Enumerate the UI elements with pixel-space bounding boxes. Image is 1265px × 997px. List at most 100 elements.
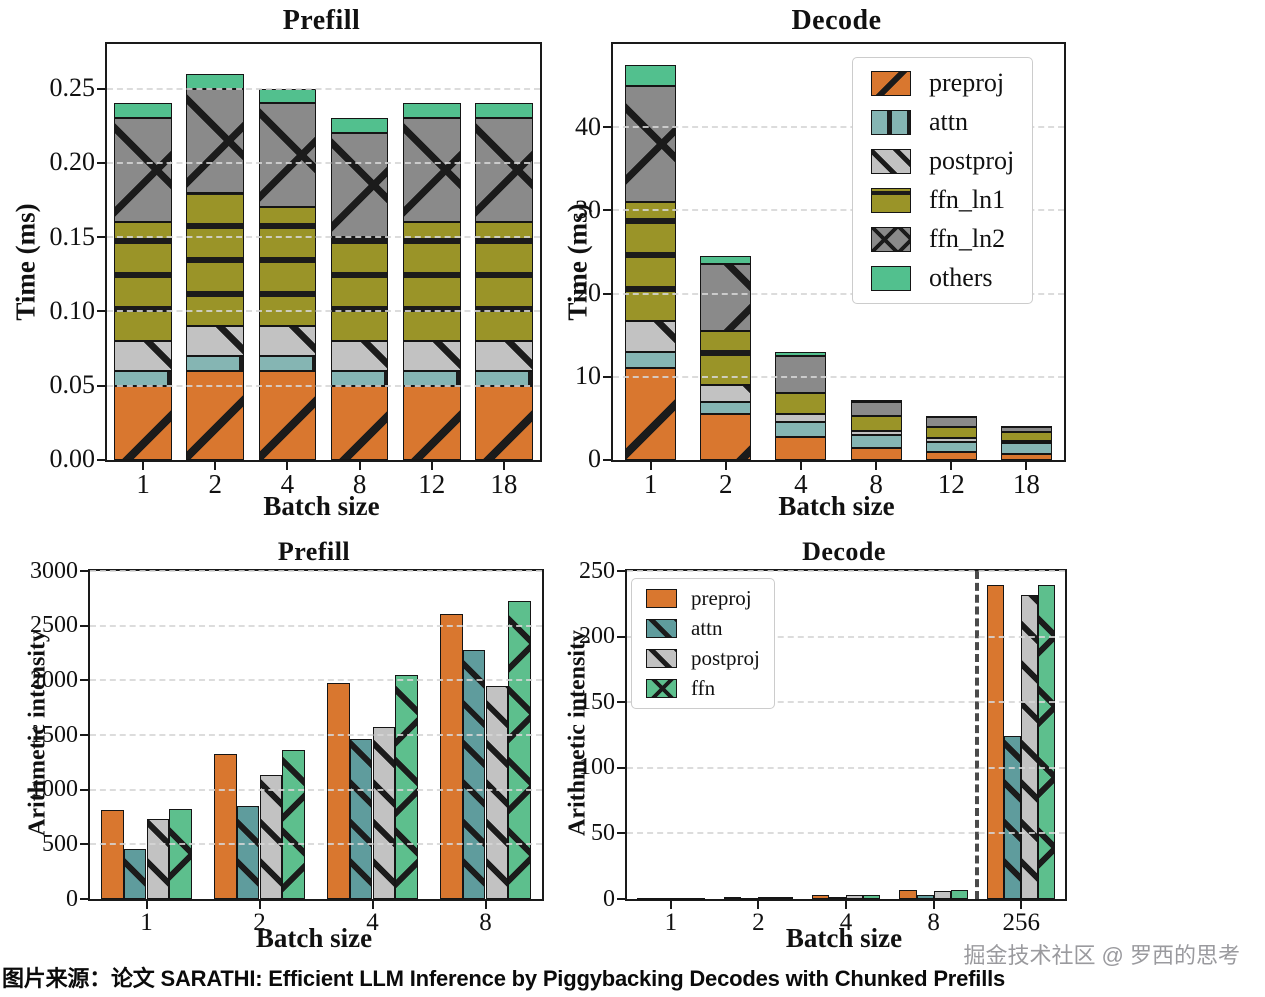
y-tick-label: 0.15 bbox=[49, 221, 96, 251]
legend-swatch-attn bbox=[646, 619, 677, 638]
attn-bar-segment bbox=[700, 401, 752, 415]
ffn_ln1-bar-segment bbox=[775, 392, 827, 415]
preproj-bar-segment bbox=[475, 385, 533, 460]
x-axis-tick bbox=[484, 901, 487, 909]
y-axis-tick bbox=[80, 788, 88, 791]
attn-bar bbox=[741, 897, 759, 900]
y-tick-label: 2000 bbox=[30, 666, 78, 693]
y-axis-tick bbox=[617, 570, 625, 572]
prefill-time-plot: 0.00 0.05 0.10 0.15 0.20 0.25 1 2 4 8 12 18 bbox=[50, 42, 542, 498]
postproj-bar bbox=[372, 727, 396, 899]
ffn_ln2-bar-segment bbox=[114, 118, 172, 223]
ffn_ln2-bar-segment bbox=[850, 401, 902, 416]
legend-label-postproj: postproj bbox=[691, 646, 760, 670]
image-source-caption: 图片来源：论文 SARATHI: Efficient LLM Inference… bbox=[2, 966, 1006, 991]
legend-swatch-ffn_ln2 bbox=[871, 226, 911, 252]
y-axis-tick bbox=[603, 126, 611, 129]
ffn_ln1-bar-segment bbox=[1000, 431, 1052, 441]
x-axis-tick bbox=[799, 462, 802, 470]
attn-bar-segment bbox=[775, 421, 827, 437]
y-tick-label: 0 bbox=[588, 444, 601, 474]
legend-swatch-others bbox=[871, 265, 911, 291]
x-axis-label: Batch size bbox=[255, 923, 373, 953]
x-axis-tick bbox=[214, 462, 217, 470]
ffn-bar bbox=[950, 889, 968, 899]
y-tick-label: 3000 bbox=[30, 557, 78, 584]
ffn_ln2-bar-segment bbox=[402, 118, 461, 223]
legend-item-others: others bbox=[871, 265, 1014, 291]
y-axis-tick bbox=[97, 310, 105, 313]
gridline bbox=[627, 832, 1065, 835]
x-tick-label: 2 bbox=[208, 469, 223, 499]
y-tick-label: 250 bbox=[579, 557, 615, 584]
y-axis-tick bbox=[97, 236, 105, 239]
y-tick-label: 150 bbox=[579, 688, 615, 715]
gridline bbox=[107, 310, 540, 313]
gridline bbox=[107, 384, 540, 387]
y-axis-tick bbox=[80, 570, 88, 572]
x-tick-label: 4 bbox=[794, 469, 808, 499]
gridline bbox=[90, 679, 542, 682]
y-axis-tick bbox=[80, 624, 88, 627]
chart-title: Decode bbox=[802, 537, 886, 566]
postproj-bar-segment bbox=[330, 341, 389, 371]
attn-bar bbox=[123, 848, 147, 899]
x-axis-tick bbox=[502, 462, 505, 470]
postproj-bar bbox=[146, 819, 170, 899]
y-tick-label: 0 bbox=[66, 885, 78, 912]
others-bar-segment bbox=[114, 103, 172, 119]
legend-swatch-postproj bbox=[646, 649, 677, 668]
postproj-bar-segment bbox=[775, 414, 827, 422]
ffn_ln2-bar-segment bbox=[258, 103, 317, 208]
legend-item-ffn_ln2: ffn_ln2 bbox=[871, 226, 1014, 252]
postproj-bar-segment bbox=[625, 321, 677, 352]
x-tick-label: 8 bbox=[927, 909, 940, 936]
legend-item-preproj: preproj bbox=[871, 70, 1014, 96]
attn-bar-segment bbox=[330, 370, 389, 386]
gridline bbox=[627, 570, 1065, 572]
postproj-bar-segment bbox=[258, 326, 317, 356]
y-axis-tick bbox=[97, 459, 105, 461]
legend-label-postproj: postproj bbox=[929, 146, 1015, 175]
others-bar-segment bbox=[1000, 425, 1052, 428]
y-axis-tick bbox=[617, 766, 625, 769]
postproj-bar-segment bbox=[402, 341, 461, 371]
x-axis-tick bbox=[142, 462, 145, 470]
legend-item-postproj: postproj bbox=[871, 148, 1014, 174]
attn-bar-segment bbox=[114, 370, 172, 386]
legend-item-attn: attn bbox=[646, 618, 760, 639]
legend-label-attn: attn bbox=[929, 107, 968, 136]
x-axis-tick bbox=[724, 462, 727, 470]
legend-swatch-preproj bbox=[871, 70, 911, 96]
x-axis-tick bbox=[286, 462, 289, 470]
x-axis-tick bbox=[371, 901, 374, 909]
legend-label-ffn_ln1: ffn_ln1 bbox=[929, 185, 1006, 214]
attn-bar bbox=[916, 895, 934, 899]
x-axis-tick bbox=[950, 462, 953, 470]
x-axis-tick bbox=[1020, 901, 1023, 909]
x-tick-label: 8 bbox=[479, 909, 492, 936]
y-tick-label: 0.10 bbox=[49, 295, 96, 325]
legend-swatch-attn bbox=[871, 109, 911, 135]
y-axis-tick bbox=[80, 679, 88, 682]
y-tick-label: 100 bbox=[579, 754, 615, 781]
gridline bbox=[90, 734, 542, 736]
x-tick-label: 2 bbox=[752, 909, 765, 936]
y-tick-label: 10 bbox=[575, 361, 601, 391]
x-axis-tick bbox=[358, 462, 361, 470]
y-axis-tick bbox=[603, 459, 611, 461]
others-bar-segment bbox=[186, 73, 245, 89]
y-axis-tick bbox=[617, 832, 625, 835]
ffn_ln1-bar-segment bbox=[402, 222, 461, 342]
preproj-bar bbox=[214, 753, 237, 899]
legend-label-ffn_ln2: ffn_ln2 bbox=[929, 224, 1006, 253]
ffn_ln2-bar-segment bbox=[625, 85, 677, 203]
y-axis-tick bbox=[603, 209, 611, 212]
legend-item-ffn: ffn bbox=[646, 678, 760, 699]
x-tick-label: 18 bbox=[490, 469, 518, 499]
preproj-bar bbox=[899, 889, 917, 899]
ffn-bar bbox=[282, 749, 305, 899]
